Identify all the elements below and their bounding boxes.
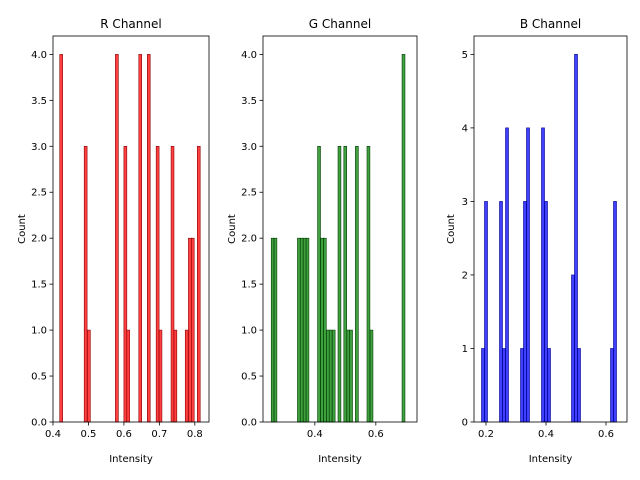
x-tick-label: 0.4 bbox=[307, 429, 323, 440]
y-tick-label: 4.0 bbox=[241, 50, 257, 61]
y-tick-label: 0.0 bbox=[241, 418, 257, 429]
histogram-bar bbox=[197, 145, 201, 423]
chart-title: G Channel bbox=[309, 17, 371, 31]
y-tick-label: 5 bbox=[462, 50, 468, 61]
chart-title: B Channel bbox=[520, 17, 581, 31]
histogram-bar bbox=[155, 145, 160, 423]
chart-panel-3: 0 1 2 3 4 5 0.2 0.4 0.6 B Channel Intensity Count bbox=[446, 17, 628, 465]
histogram-bar bbox=[343, 145, 348, 423]
y-tick-label: 4.0 bbox=[31, 50, 47, 61]
histogram-bar bbox=[369, 329, 374, 423]
histogram-bar bbox=[115, 54, 119, 423]
x-tick-label: 0.4 bbox=[538, 429, 554, 440]
x-axis-label: Intensity bbox=[318, 454, 362, 465]
y-tick-label: 2.5 bbox=[241, 188, 257, 199]
x-tick-label: 0.6 bbox=[598, 429, 614, 440]
y-axis-label: Count bbox=[446, 214, 457, 244]
y-tick-label: 1.0 bbox=[241, 326, 257, 337]
histogram-bar bbox=[323, 237, 327, 423]
histogram-bar bbox=[523, 201, 527, 423]
histogram-bar bbox=[541, 127, 545, 423]
x-tick-label: 0.6 bbox=[368, 429, 384, 440]
y-tick-label: 0.0 bbox=[31, 418, 47, 429]
histogram-bar bbox=[337, 145, 342, 423]
histogram-bar bbox=[366, 145, 371, 423]
histogram-bar bbox=[526, 127, 530, 423]
y-tick-label: 3.5 bbox=[31, 96, 47, 107]
y-tick-label: 3.0 bbox=[241, 142, 257, 153]
histogram-bar bbox=[158, 329, 163, 423]
y-axis-label: Count bbox=[17, 214, 28, 244]
x-tick-label: 0.8 bbox=[187, 429, 203, 440]
x-tick-label: 0.7 bbox=[151, 429, 167, 440]
y-tick-label: 1.0 bbox=[31, 326, 47, 337]
y-tick-label: 2.0 bbox=[241, 234, 257, 245]
histogram-bar bbox=[484, 201, 488, 423]
y-tick-label: 1.5 bbox=[241, 280, 257, 291]
chart-title: R Channel bbox=[100, 17, 161, 31]
histogram-bar bbox=[173, 329, 178, 423]
histogram-bar bbox=[520, 348, 524, 423]
histogram-bar bbox=[571, 274, 575, 423]
histogram-bar bbox=[610, 348, 614, 423]
histogram-bar bbox=[87, 329, 91, 423]
histogram-bar bbox=[499, 201, 503, 423]
y-tick-label: 3.5 bbox=[241, 96, 257, 107]
y-tick-label: 2.5 bbox=[31, 188, 47, 199]
histogram-bar bbox=[273, 237, 278, 423]
histogram-bar bbox=[574, 54, 578, 423]
histogram-bar bbox=[59, 54, 63, 423]
y-tick-label: 1 bbox=[462, 344, 468, 355]
x-axis-label: Intensity bbox=[529, 454, 573, 465]
y-tick-label: 3 bbox=[462, 197, 468, 208]
plot-frame bbox=[262, 35, 418, 423]
histogram-bar bbox=[349, 329, 353, 423]
histogram-bar bbox=[331, 329, 336, 423]
histogram-bar bbox=[190, 237, 195, 423]
histogram-bar bbox=[317, 145, 321, 423]
histogram-bar bbox=[613, 201, 617, 423]
x-tick-label: 0.4 bbox=[45, 429, 61, 440]
plot-frame bbox=[52, 35, 210, 423]
histogram-bar bbox=[355, 145, 359, 423]
y-tick-label: 1.5 bbox=[31, 280, 47, 291]
x-tick-label: 0.2 bbox=[478, 429, 494, 440]
histogram-bar bbox=[305, 237, 310, 423]
chart-panel-1: 0.0 0.5 1.0 1.5 2.0 2.5 3.0 3.5 4.0 0.4 0.5 0.6 0.7 0… bbox=[17, 17, 210, 465]
histogram-bar bbox=[577, 348, 581, 423]
histogram-bar bbox=[481, 348, 485, 423]
histogram-bar bbox=[505, 127, 509, 423]
y-tick-label: 0.5 bbox=[31, 372, 47, 383]
histogram-bar bbox=[147, 54, 151, 423]
y-tick-label: 4 bbox=[462, 123, 468, 134]
histogram-bar bbox=[126, 329, 130, 423]
histogram-bar bbox=[138, 54, 143, 423]
histogram-bar bbox=[328, 329, 333, 423]
histogram-bar bbox=[83, 145, 88, 423]
histogram-bar bbox=[401, 54, 406, 423]
x-axis-label: Intensity bbox=[109, 454, 153, 465]
y-tick-label: 2 bbox=[462, 270, 468, 281]
x-tick-label: 0.5 bbox=[81, 429, 97, 440]
histogram-bar bbox=[170, 145, 175, 423]
y-tick-label: 0 bbox=[462, 418, 468, 429]
plot-frame bbox=[473, 35, 628, 423]
histogram-bar bbox=[502, 348, 506, 423]
y-tick-label: 0.5 bbox=[241, 372, 257, 383]
y-tick-label: 2.0 bbox=[31, 234, 47, 245]
histogram-bar bbox=[544, 201, 548, 423]
chart-panel-2: 0.0 0.5 1.0 1.5 2.0 2.5 3.0 3.5 4.0 0.4 0.6 G Chann… bbox=[227, 17, 418, 465]
histogram-bar bbox=[299, 237, 304, 423]
y-axis-label: Count bbox=[227, 214, 238, 244]
histogram-bar bbox=[547, 348, 551, 423]
y-tick-label: 3.0 bbox=[31, 142, 47, 153]
histogram-bar bbox=[184, 329, 189, 423]
x-tick-label: 0.6 bbox=[116, 429, 132, 440]
histogram-bar bbox=[188, 237, 192, 423]
histogram-bar bbox=[123, 145, 128, 423]
